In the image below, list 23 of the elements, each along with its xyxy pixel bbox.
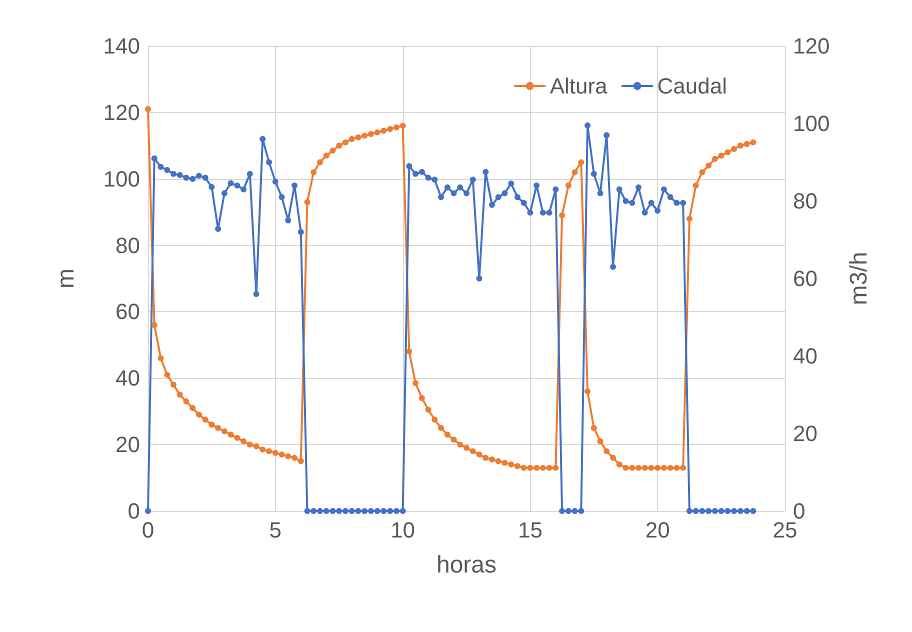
x-axis-title: horas xyxy=(436,552,497,578)
y-tick-label: 120 xyxy=(103,100,140,125)
legend-label: Caudal xyxy=(657,74,727,98)
y2-tick-label: 40 xyxy=(793,344,818,368)
y-tick-label: 140 xyxy=(103,34,140,58)
y-axis-title: m xyxy=(52,268,80,288)
y-tick-label: 0 xyxy=(128,498,140,524)
x-tick-label: 5 xyxy=(269,518,282,542)
y-tick-label: 20 xyxy=(116,432,140,458)
x-tick-label: 20 xyxy=(645,518,670,542)
y2-tick-label: 20 xyxy=(793,421,818,446)
y2-tick-label: 60 xyxy=(793,266,818,291)
y2-tick-label: 80 xyxy=(793,188,818,214)
y2-tick-label: 100 xyxy=(793,111,830,136)
y-tick-label: 100 xyxy=(103,166,140,192)
x-tick-label: 10 xyxy=(390,518,416,542)
legend-label: Altura xyxy=(550,74,608,98)
x-tick-label: 15 xyxy=(518,518,542,542)
y-tick-label: 40 xyxy=(116,366,140,391)
y2-axis-title: m3/h xyxy=(846,252,872,306)
y-tick-label: 80 xyxy=(116,232,140,258)
y-tick-label: 60 xyxy=(116,299,140,324)
y2-tick-label: 120 xyxy=(793,34,830,58)
